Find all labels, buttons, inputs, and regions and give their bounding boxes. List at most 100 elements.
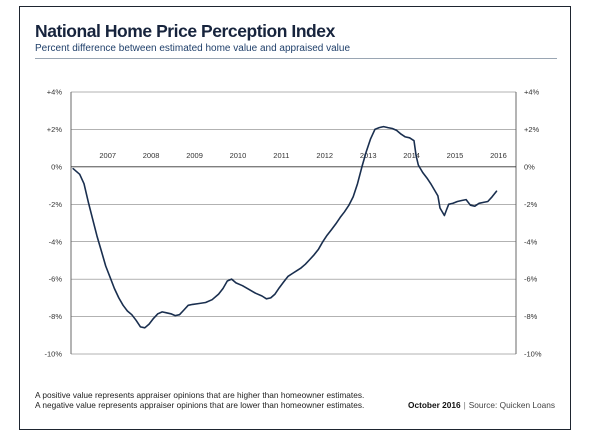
data-point	[496, 190, 497, 192]
y-tick-label-left: -10%	[44, 350, 62, 359]
data-point	[109, 276, 111, 278]
data-point	[491, 196, 493, 198]
x-tick-label: 2013	[360, 151, 377, 160]
data-point	[365, 151, 367, 153]
y-tick-label-left: -4%	[49, 237, 63, 246]
data-point	[144, 327, 146, 329]
data-point	[409, 137, 411, 139]
data-point	[96, 235, 98, 237]
data-point	[248, 288, 250, 290]
chart-frame	[19, 6, 571, 430]
data-point	[157, 313, 159, 315]
data-point	[135, 319, 137, 321]
data-point	[461, 200, 463, 201]
data-point	[387, 127, 389, 129]
data-point	[222, 288, 224, 289]
data-point	[287, 275, 289, 277]
data-point	[448, 203, 450, 205]
data-point	[218, 293, 220, 295]
data-point	[456, 201, 458, 202]
data-point	[482, 201, 484, 203]
y-tick-label-left: +4%	[47, 88, 63, 97]
gridlines	[70, 91, 517, 355]
data-point	[426, 177, 428, 179]
credit-line: October 2016 | Source: Quicken Loans	[408, 400, 555, 410]
x-tick-label: 2010	[230, 151, 247, 160]
data-point	[335, 223, 337, 225]
footnote: A positive value represents appraiser op…	[35, 390, 364, 410]
data-point	[396, 129, 398, 131]
data-point	[422, 172, 424, 173]
y-tick-label-left: +2%	[47, 125, 63, 134]
data-point	[415, 155, 417, 157]
y-tick-label-right: -4%	[524, 237, 538, 246]
data-point	[192, 303, 194, 305]
data-point	[87, 201, 89, 203]
data-point	[170, 313, 172, 315]
data-point	[357, 183, 358, 185]
data-point	[113, 288, 115, 289]
data-point	[105, 265, 107, 267]
data-point	[331, 229, 332, 231]
data-point	[374, 128, 376, 130]
x-tick-label: 2008	[143, 151, 160, 160]
data-point	[391, 128, 393, 129]
y-tick-label-left: -6%	[49, 275, 63, 284]
data-point	[83, 183, 85, 185]
data-point	[400, 133, 402, 135]
chart-title: National Home Price Perception Index	[35, 21, 335, 41]
data-point	[265, 298, 267, 300]
data-point	[452, 202, 454, 204]
data-point	[242, 285, 243, 287]
data-point	[300, 267, 302, 269]
y-tick-label-right: +2%	[524, 125, 540, 134]
data-point	[255, 292, 256, 294]
footnote-line-1: A positive value represents appraiser op…	[35, 390, 365, 400]
data-point	[92, 218, 94, 220]
x-tick-label: 2011	[273, 151, 289, 160]
y-tick-label-right: -2%	[524, 200, 538, 209]
data-point	[437, 195, 439, 197]
title-divider	[35, 58, 557, 59]
data-point	[435, 191, 437, 193]
data-point	[211, 299, 213, 301]
data-point	[153, 317, 154, 319]
data-point	[100, 250, 102, 252]
x-tick-label: 2009	[186, 151, 203, 160]
data-point	[378, 127, 380, 129]
data-point	[348, 204, 350, 206]
data-point	[370, 138, 372, 140]
data-point	[179, 314, 180, 316]
data-point	[443, 215, 445, 216]
y-axis-right: +4% +2% 0% -2% -4% -6% -8% -10%	[524, 88, 542, 359]
data-point	[474, 205, 476, 207]
data-point	[383, 126, 385, 128]
data-point	[226, 280, 228, 282]
y-axis-left: +4% +2% 0% -2% -4% -6% -8% -10%	[44, 88, 62, 359]
data-point	[361, 166, 363, 168]
data-point	[404, 136, 406, 138]
data-point	[148, 323, 150, 325]
data-point	[187, 304, 189, 306]
y-tick-label-right: +4%	[524, 88, 540, 97]
y-tick-label-left: -2%	[49, 200, 63, 209]
data-point	[430, 184, 432, 186]
data-point	[274, 293, 276, 295]
data-point	[183, 309, 185, 311]
data-point	[344, 211, 345, 213]
data-point	[166, 312, 167, 314]
y-tick-label-right: -6%	[524, 275, 538, 284]
data-point	[465, 199, 467, 201]
data-point	[322, 241, 324, 243]
data-point	[478, 202, 480, 204]
x-tick-label: 2015	[447, 151, 464, 160]
x-tick-label: 2007	[99, 151, 116, 160]
data-point	[126, 310, 128, 312]
x-tick-label: 2012	[316, 151, 333, 160]
footnote-line-2: A negative value represents appraiser op…	[35, 400, 365, 410]
data-point	[352, 196, 354, 198]
data-point	[231, 278, 233, 280]
source-label: Source: Quicken Loans	[468, 400, 555, 410]
y-tick-label-right: 0%	[524, 162, 535, 171]
